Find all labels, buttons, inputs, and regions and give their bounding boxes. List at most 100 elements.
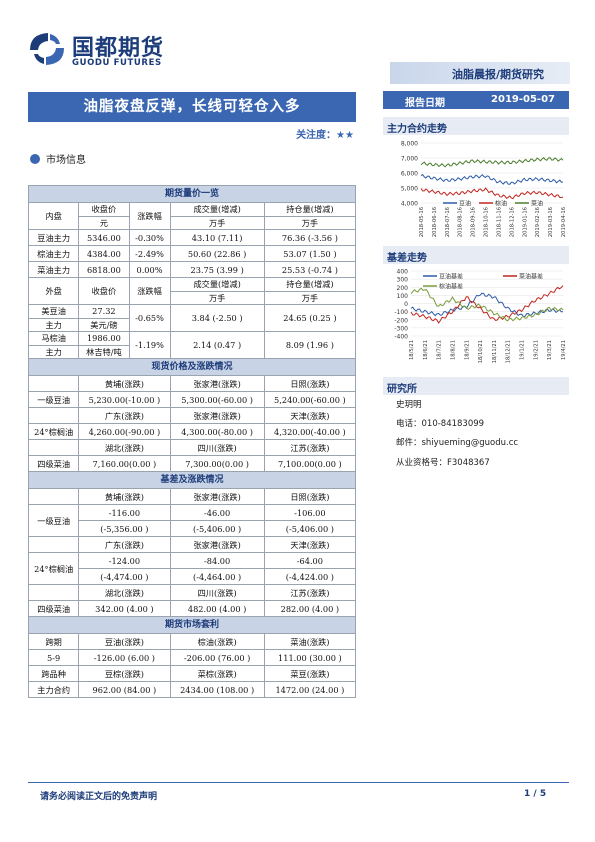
table-cell: 5,300.00(-60.00 )	[169, 391, 265, 408]
x-tick-label: 2018-06-16	[432, 207, 438, 237]
table-cell: 5,230.00(-10.00 )	[78, 391, 171, 408]
table-row: 黄埔(涨跌) 张家港(涨跌) 日照(涨跌)	[27, 375, 357, 392]
bullet-icon	[30, 154, 40, 164]
x-tick-label: 2019-03-16	[548, 207, 554, 237]
table-row: 基差及涨跌情况	[28, 471, 356, 489]
report-date-label: 报告日期	[405, 98, 445, 109]
x-tick-label: 18/9/21	[464, 340, 470, 360]
x-tick-label: 19/2/21	[533, 340, 539, 360]
table-cell	[27, 536, 80, 553]
table-row: 主力合约 962.00 (84.00 ) 2434.00 (108.00 ) 1472…	[27, 681, 357, 698]
table-cell: 天津(涨跌)	[263, 536, 357, 553]
table-row: 一级豆油 5,230.00(-10.00 ) 5,300.00(-60.00 ) 5,…	[27, 391, 357, 408]
x-tick-label: 2019-02-16	[535, 207, 541, 237]
y-tick-label: 6,000	[401, 171, 418, 178]
table-cell	[27, 407, 80, 424]
table-row: 一级豆油 -116.00 -46.00 -106.00	[27, 504, 357, 537]
attention-rating: 关注度：★★	[296, 130, 354, 141]
table-cell: 342.00 (4.00 )	[78, 600, 171, 617]
x-tick-label: 18/5/21	[409, 340, 415, 360]
table-cell: -126.00 (6.00 )	[78, 649, 171, 666]
table-cell: 马棕油	[27, 331, 80, 346]
contact-name: 史玥明	[396, 400, 422, 410]
table-row: 湖北(涨跌) 四川(涨跌) 江苏(涨跌)	[27, 439, 357, 456]
legend-label: 豆油基差	[439, 273, 463, 281]
table-row: 期货量价一览	[28, 185, 356, 203]
table-cell: 豆油(涨跌)	[78, 633, 171, 650]
y-tick-label: -300	[394, 325, 408, 332]
table-row: 马棕油 1986.00 -1.19% 2.14 (0.47 ) 8.09 (1.96 )	[27, 331, 357, 359]
table-cell: 收盘价	[78, 202, 130, 217]
table-cell: 四级菜油	[27, 600, 80, 617]
table-cell: 76.36 (-3.56 )	[263, 229, 357, 246]
table-row: 24°棕榈油 -124.00 -84.00 -64.00	[27, 552, 357, 585]
market-info-heading: 市场信息	[30, 151, 86, 166]
contact-license: 从业资格号：F3048367	[396, 458, 490, 468]
section-basis-trend-label: 基差走势	[387, 253, 427, 264]
table-cell: 菜豆(涨跌)	[263, 665, 357, 682]
table-cell: 6818.00	[78, 261, 130, 278]
table-cell: 24.65 (0.25 )	[263, 304, 357, 332]
x-tick-label: 18/8/21	[450, 340, 456, 360]
contact-email[interactable]: 邮件：shiyueming@guodu.cc	[396, 438, 519, 448]
table-section-title: 期货市场套利	[28, 616, 356, 634]
table-cell: 4,300.00(-80.00 )	[169, 423, 265, 440]
x-tick-label: 2018-12-16	[509, 207, 515, 237]
guodu-logo-icon	[30, 33, 64, 65]
y-tick-label: 5,000	[401, 186, 418, 193]
table-cell: 万手	[169, 290, 265, 305]
brand-en: GUODU FUTURES	[72, 58, 162, 68]
y-tick-label: 100	[397, 293, 409, 300]
footer-disclaimer[interactable]: 请务必阅读正文后的免责声明	[40, 792, 158, 802]
series-line-菜油	[420, 156, 564, 168]
table-cell: 豆油主力	[27, 229, 80, 246]
table-row: 广东(涨跌) 张家港(涨跌) 天津(涨跌)	[27, 407, 357, 424]
table-cell: -124.00	[78, 552, 171, 569]
legend-label: 菜油	[531, 200, 543, 208]
table-cell: 主力	[27, 344, 80, 359]
table-cell: 豆棕(涨跌)	[78, 665, 171, 682]
table-row: 四级菜油 342.00 (4.00 ) 482.00 (4.00 ) 282.00 (…	[27, 600, 357, 617]
table-row: 内盘 收盘价 涨跌幅 成交量(增减) 持仓量(增减)	[27, 202, 357, 230]
table-row: 跨期 豆油(涨跌) 棕油(涨跌) 菜油(涨跌)	[27, 633, 357, 650]
table-cell: 内盘	[27, 202, 80, 230]
table-cell: 万手	[263, 215, 357, 230]
table-cell: 24°棕榈油	[27, 552, 80, 585]
table-cell: 1986.00	[78, 331, 130, 346]
contact-phone: 电话：010-84183099	[396, 419, 485, 429]
table-cell: 万手	[169, 215, 265, 230]
x-tick-label: 2018-10-16	[484, 207, 490, 237]
table-cell: 棕油(涨跌)	[169, 633, 265, 650]
table-cell: 25.53 (-0.74 )	[263, 261, 357, 278]
table-row: 主力 美元/磅	[27, 317, 356, 332]
report-title: 油脂夜盘反弹，长线可轻仓入多	[28, 92, 356, 122]
table-row: (-5,356.00 ) (-5,406.00 ) (-5,406.00 )	[29, 520, 357, 537]
table-cell: -46.00	[169, 504, 265, 521]
table-cell: 张家港(涨跌)	[169, 536, 265, 553]
series-line-棕油基差	[410, 287, 564, 322]
table-cell: 四级菜油	[27, 455, 80, 472]
table-cell: 主力	[27, 317, 80, 332]
x-tick-label: 2019-01-16	[522, 207, 528, 237]
table-cell: 2434.00 (108.00 )	[169, 681, 265, 698]
table-cell: 2.14 (0.47 )	[169, 331, 265, 359]
table-cell: 3.84 (-2.50 )	[169, 304, 265, 332]
legend-label: 棕油	[495, 200, 507, 208]
table-cell: 棕油主力	[27, 245, 80, 262]
table-cell: 4384.00	[78, 245, 130, 262]
futures-table: 期货量价一览 内盘 收盘价 涨跌幅 成交量(增减) 持仓量(增减) 元万手 万手 豆油主力 534…	[27, 185, 357, 698]
page-number: 1 / 5	[524, 789, 547, 799]
table-cell: 1472.00 (24.00 )	[263, 681, 357, 698]
table-cell: 万手	[263, 290, 357, 305]
x-tick-label: 18/7/21	[437, 340, 443, 360]
table-cell	[27, 375, 80, 392]
table-cell: 江苏(涨跌)	[263, 584, 357, 601]
table-cell: 跨品种	[27, 665, 80, 682]
x-tick-label: 19/3/21	[547, 340, 553, 360]
y-tick-label: 7,000	[401, 156, 418, 163]
x-tick-label: 2018-05-16	[419, 207, 425, 237]
table-cell: 27.32	[78, 304, 130, 319]
y-tick-label: -200	[394, 317, 408, 324]
table-cell: 5,240.00(-60.00 )	[263, 391, 357, 408]
table-cell: (-4,424.00 )	[263, 568, 357, 585]
